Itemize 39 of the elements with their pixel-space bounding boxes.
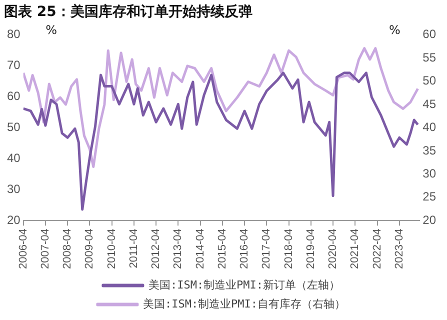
y-tick-label: 70 — [6, 58, 21, 72]
x-tick-label: 2007-04 — [40, 228, 52, 270]
y2-tick-label: 50 — [422, 74, 436, 88]
x-tick-label: 2023-04 — [393, 228, 406, 270]
x-tick-label: 2016-04 — [238, 228, 251, 270]
y-tick-label: 30 — [6, 182, 21, 196]
y2-tick-label: 20 — [422, 212, 436, 227]
y2-tick-label: 55 — [422, 50, 436, 64]
x-tick-label: 2011-04 — [128, 228, 140, 268]
y-tick-label: 40 — [6, 151, 21, 165]
y2-tick-label: 35 — [422, 143, 436, 158]
x-tick-label: 2013-04 — [172, 228, 184, 270]
y2-tick-label: 60 — [422, 27, 436, 42]
y2-axis-title: % — [388, 22, 400, 37]
y-tick-label: 20 — [6, 212, 21, 227]
y-tick-label: 80 — [6, 27, 21, 42]
y-tick-label: 50 — [6, 120, 21, 134]
y2-tick-label: 30 — [422, 166, 436, 180]
x-tick-label: 2012-04 — [150, 228, 162, 270]
x-tick-label: 2009-04 — [84, 228, 96, 270]
x-tick-label: 2008-04 — [62, 228, 74, 270]
y2-tick-label: 25 — [422, 190, 436, 204]
y2-tick-label: 45 — [422, 96, 436, 111]
y-tick-label: 60 — [6, 89, 21, 104]
x-tick-label: 2006-04 — [17, 228, 30, 270]
x-tick-label: 2018-04 — [282, 228, 295, 270]
x-tick-label: 2020-04 — [327, 228, 340, 270]
x-tick-label: 2019-04 — [304, 228, 317, 270]
legend-label: 美国:ISM:制造业PMI:自有库存（右轴） — [142, 297, 346, 310]
x-tick-label: 2021-04 — [349, 228, 362, 270]
legend-label: 美国:ISM:制造业PMI:新订单（左轴） — [148, 278, 340, 292]
x-tick-label: 2014-04 — [194, 228, 206, 270]
x-tick-label: 2022-04 — [371, 228, 384, 270]
y-axis-title: % — [46, 22, 58, 37]
y2-tick-label: 40 — [422, 120, 436, 134]
chart-title: 图表 25：美国库存和订单开始持续反弹 — [4, 3, 252, 20]
x-tick-label: 2010-04 — [106, 228, 118, 270]
x-tick-label: 2017-04 — [260, 228, 273, 270]
x-tick-label: 2015-04 — [216, 228, 228, 270]
